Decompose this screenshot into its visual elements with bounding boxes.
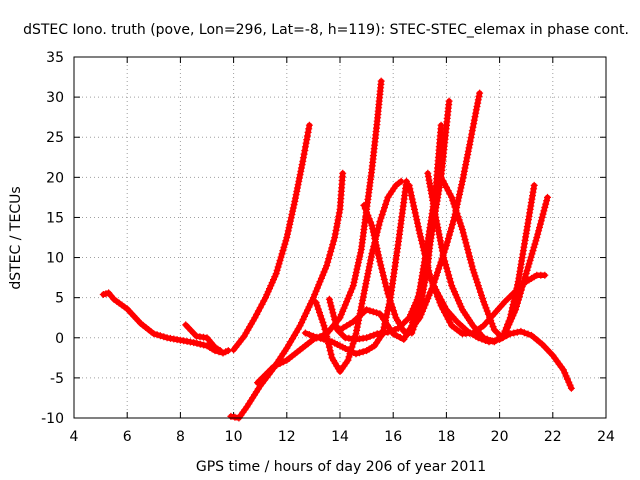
- x-tick-label: 10: [225, 429, 243, 445]
- x-tick-label: 24: [597, 429, 615, 445]
- series-arc-4: [227, 169, 347, 422]
- y-tick-label: 25: [46, 130, 64, 146]
- y-tick-label: -10: [41, 411, 64, 427]
- x-tick-label: 12: [278, 429, 296, 445]
- series-arc-2: [182, 321, 224, 355]
- chart-title: dSTEC Iono. truth (pove, Lon=296, Lat=-8…: [23, 22, 629, 38]
- x-tick-label: 6: [123, 429, 132, 445]
- y-tick-labels: -10 -5 0 5 10 15 20 25 30 35: [41, 50, 64, 427]
- x-tick-label: 20: [491, 429, 509, 445]
- y-axis-label: dSTEC / TECUs: [8, 186, 24, 289]
- series-markers: [301, 177, 410, 358]
- y-tick-label: 5: [55, 291, 64, 307]
- y-tick-label: 10: [46, 251, 64, 267]
- y-tick-label: 0: [55, 331, 64, 347]
- x-tick-labels: 4 6 8 10 12 14 16 18 20 22 24: [70, 429, 615, 445]
- series-markers: [230, 121, 313, 354]
- y-tick-label: -5: [50, 371, 64, 387]
- data-series: [99, 77, 575, 422]
- y-tick-label: 35: [46, 50, 64, 66]
- x-tick-label: 14: [331, 429, 349, 445]
- plot-frame: [73, 56, 607, 419]
- series-markers: [182, 321, 224, 355]
- x-tick-label: 18: [437, 429, 455, 445]
- series-markers: [421, 262, 575, 392]
- grid-lines: [74, 57, 606, 418]
- y-tick-label: 15: [46, 210, 64, 226]
- series-arc-3: [230, 121, 313, 354]
- x-tick-label: 22: [544, 429, 562, 445]
- x-axis-label: GPS time / hours of day 206 of year 2011: [196, 459, 486, 475]
- x-tick-label: 16: [384, 429, 402, 445]
- x-tick-label: 8: [176, 429, 185, 445]
- series-arc-15: [421, 262, 575, 392]
- y-tick-label: 30: [46, 90, 64, 106]
- y-tick-label: 20: [46, 170, 64, 186]
- x-tick-label: 4: [70, 429, 79, 445]
